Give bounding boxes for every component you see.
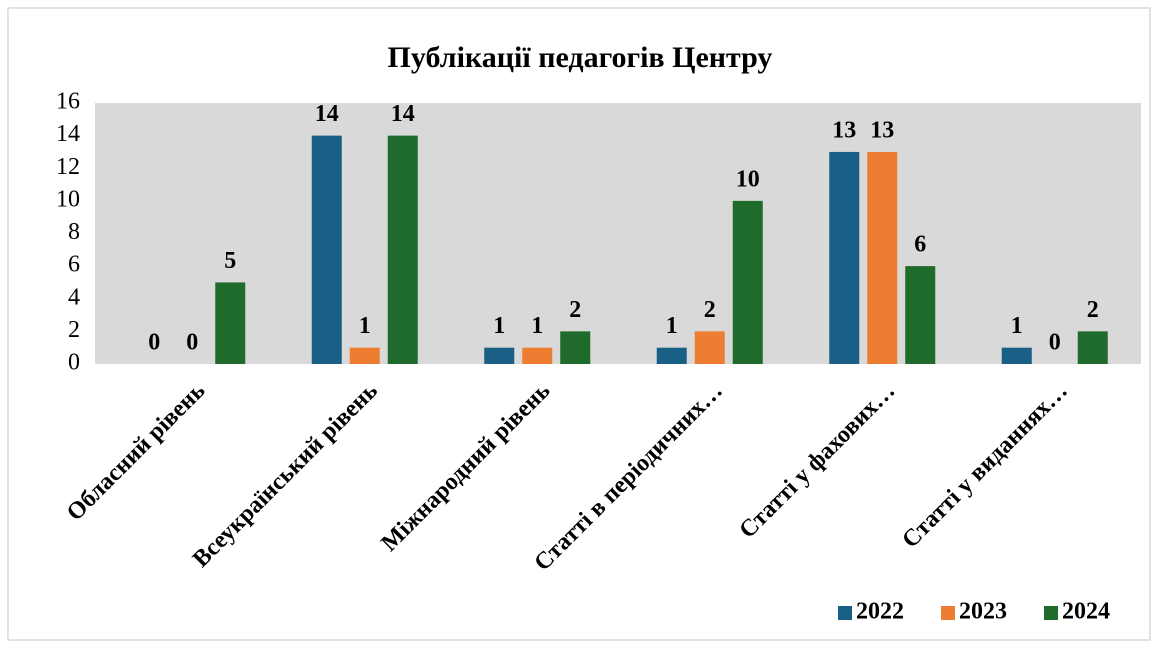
value-label: 13 <box>832 117 856 143</box>
bar <box>732 200 763 364</box>
y-tick-label: 6 <box>68 252 80 278</box>
bar <box>829 151 860 364</box>
legend-label: 2023 <box>959 599 1007 625</box>
bar <box>484 347 515 364</box>
bar <box>1077 331 1108 364</box>
value-label: 1 <box>359 313 371 339</box>
y-tick-label: 0 <box>68 350 80 376</box>
value-label: 10 <box>736 166 760 192</box>
legend-swatch <box>838 606 852 620</box>
value-label: 1 <box>666 313 678 339</box>
legend-label: 2024 <box>1062 599 1110 625</box>
legend-swatch <box>941 606 955 620</box>
bar <box>215 282 246 364</box>
value-label: 1 <box>531 313 543 339</box>
plot-area <box>95 103 1141 364</box>
value-label: 13 <box>870 117 894 143</box>
y-tick-label: 12 <box>56 154 80 180</box>
value-label: 2 <box>704 297 716 323</box>
y-tick-label: 14 <box>56 121 80 147</box>
y-tick-label: 10 <box>56 186 80 212</box>
value-label: 1 <box>1011 313 1023 339</box>
bar <box>1001 347 1032 364</box>
value-label: 5 <box>224 248 236 274</box>
value-label: 0 <box>1049 330 1061 356</box>
bar <box>522 347 553 364</box>
bar <box>867 151 898 364</box>
bar <box>560 331 591 364</box>
legend-swatch <box>1044 606 1058 620</box>
value-label: 2 <box>569 297 581 323</box>
y-tick-label: 8 <box>68 219 80 245</box>
legend-label: 2022 <box>856 599 904 625</box>
value-label: 14 <box>315 101 339 127</box>
bar <box>905 266 936 364</box>
value-label: 2 <box>1087 297 1099 323</box>
chart-title: Публікації педагогів Центру <box>388 41 773 74</box>
y-tick-label: 2 <box>68 317 80 343</box>
bar <box>387 135 418 364</box>
value-label: 0 <box>148 330 160 356</box>
bar <box>311 135 342 364</box>
bar <box>349 347 380 364</box>
value-label: 0 <box>186 330 198 356</box>
value-label: 14 <box>391 101 415 127</box>
value-label: 6 <box>914 232 926 258</box>
bar <box>656 347 687 364</box>
y-tick-label: 4 <box>68 284 80 310</box>
y-tick-label: 16 <box>56 89 80 115</box>
bar <box>694 331 725 364</box>
value-label: 1 <box>493 313 505 339</box>
